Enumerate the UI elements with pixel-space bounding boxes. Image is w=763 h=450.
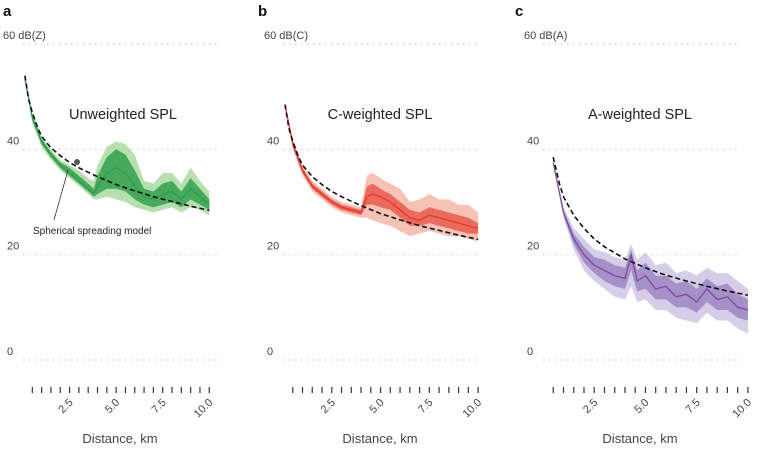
panel-c-y-tick-label: 40 — [527, 135, 539, 147]
panel-a-unweighted: 0 20 40 2.5 5.0 7.5 10.0 Unweighted SPL a 60 d… — [3, 3, 218, 446]
panel-c-letter: c — [515, 3, 523, 20]
panel-c-inner-band — [553, 162, 748, 321]
panel-c-a-weighted: 0 20 40 2.5 5.0 7.5 10.0 A-weighted SPL c 60 d… — [515, 3, 754, 446]
panel-c-plot: 0 20 40 2.5 5.0 7.5 10.0 — [527, 43, 754, 421]
panel-c-spreading-model-line — [552, 157, 749, 296]
panel-a-x-tick-label: 10.0 — [192, 397, 216, 421]
panel-a-annotation-leader — [53, 169, 69, 221]
panel-c-x-tick-label: 2.5 — [581, 397, 600, 416]
panel-c-x-tick-label: 10.0 — [730, 397, 754, 421]
panel-a-y-tick-label: 0 — [7, 346, 13, 358]
panel-b-letter: b — [258, 3, 267, 20]
panel-b-outer-band — [285, 104, 479, 242]
panel-a-annotation-marker — [74, 159, 80, 165]
panel-b-c-weighted: 0 20 40 2.5 5.0 7.5 10.0 C-weighted SPL b 60 d… — [258, 3, 484, 446]
panel-c-unit-label: 60 dB(A) — [524, 30, 567, 42]
panel-a-plot: 0 20 40 2.5 5.0 7.5 10.0 — [7, 43, 218, 421]
panel-b-y-tick-label: 40 — [267, 135, 279, 147]
panel-b-inner-band — [285, 104, 479, 234]
panel-b-title: C-weighted SPL — [328, 107, 433, 123]
panel-a-letter: a — [3, 3, 12, 20]
panel-b-x-tick-label: 5.0 — [367, 397, 386, 416]
panel-c-measured-line — [552, 162, 749, 311]
panel-a-y-tick-label: 20 — [7, 241, 19, 253]
panel-c-title: A-weighted SPL — [588, 107, 692, 123]
panel-a-measured-line — [24, 78, 210, 206]
panel-a-spreading-model-line — [24, 75, 210, 212]
panel-a-x-tick-label: 5.0 — [103, 397, 122, 416]
panel-c-xlabel: Distance, km — [602, 431, 677, 446]
panel-b-xlabel: Distance, km — [342, 431, 417, 446]
panel-b-x-tick-label: 7.5 — [416, 397, 435, 416]
panel-a-inner-band — [24, 78, 210, 210]
panel-a-y-tick-label: 40 — [7, 135, 19, 147]
panel-a-xlabel: Distance, km — [82, 431, 157, 446]
panel-c-y-tick-label: 20 — [527, 241, 539, 253]
panel-a-title: Unweighted SPL — [69, 107, 177, 123]
panel-a-annotation: Spherical spreading model — [33, 226, 151, 237]
panel-b-y-tick-label: 0 — [267, 346, 273, 358]
panel-a-outer-band — [24, 78, 210, 216]
panel-c-x-tick-label: 5.0 — [632, 397, 651, 416]
panel-b-x-tick-label: 10.0 — [461, 397, 485, 421]
panel-a-x-tick-label: 2.5 — [56, 397, 75, 416]
panel-c-x-tick-label: 7.5 — [683, 397, 702, 416]
panel-a-unit-label: 60 dB(Z) — [3, 30, 46, 42]
panel-b-x-tick-label: 2.5 — [319, 397, 338, 416]
panel-b-plot: 0 20 40 2.5 5.0 7.5 10.0 — [267, 43, 485, 421]
panel-b-spreading-model-line — [284, 104, 479, 241]
panel-b-unit-label: 60 dB(C) — [264, 30, 308, 42]
panel-a-x-tick-label: 7.5 — [150, 397, 169, 416]
panel-c-y-tick-label: 0 — [527, 346, 533, 358]
panel-b-measured-line — [284, 104, 479, 229]
panel-b-y-tick-label: 20 — [267, 241, 279, 253]
